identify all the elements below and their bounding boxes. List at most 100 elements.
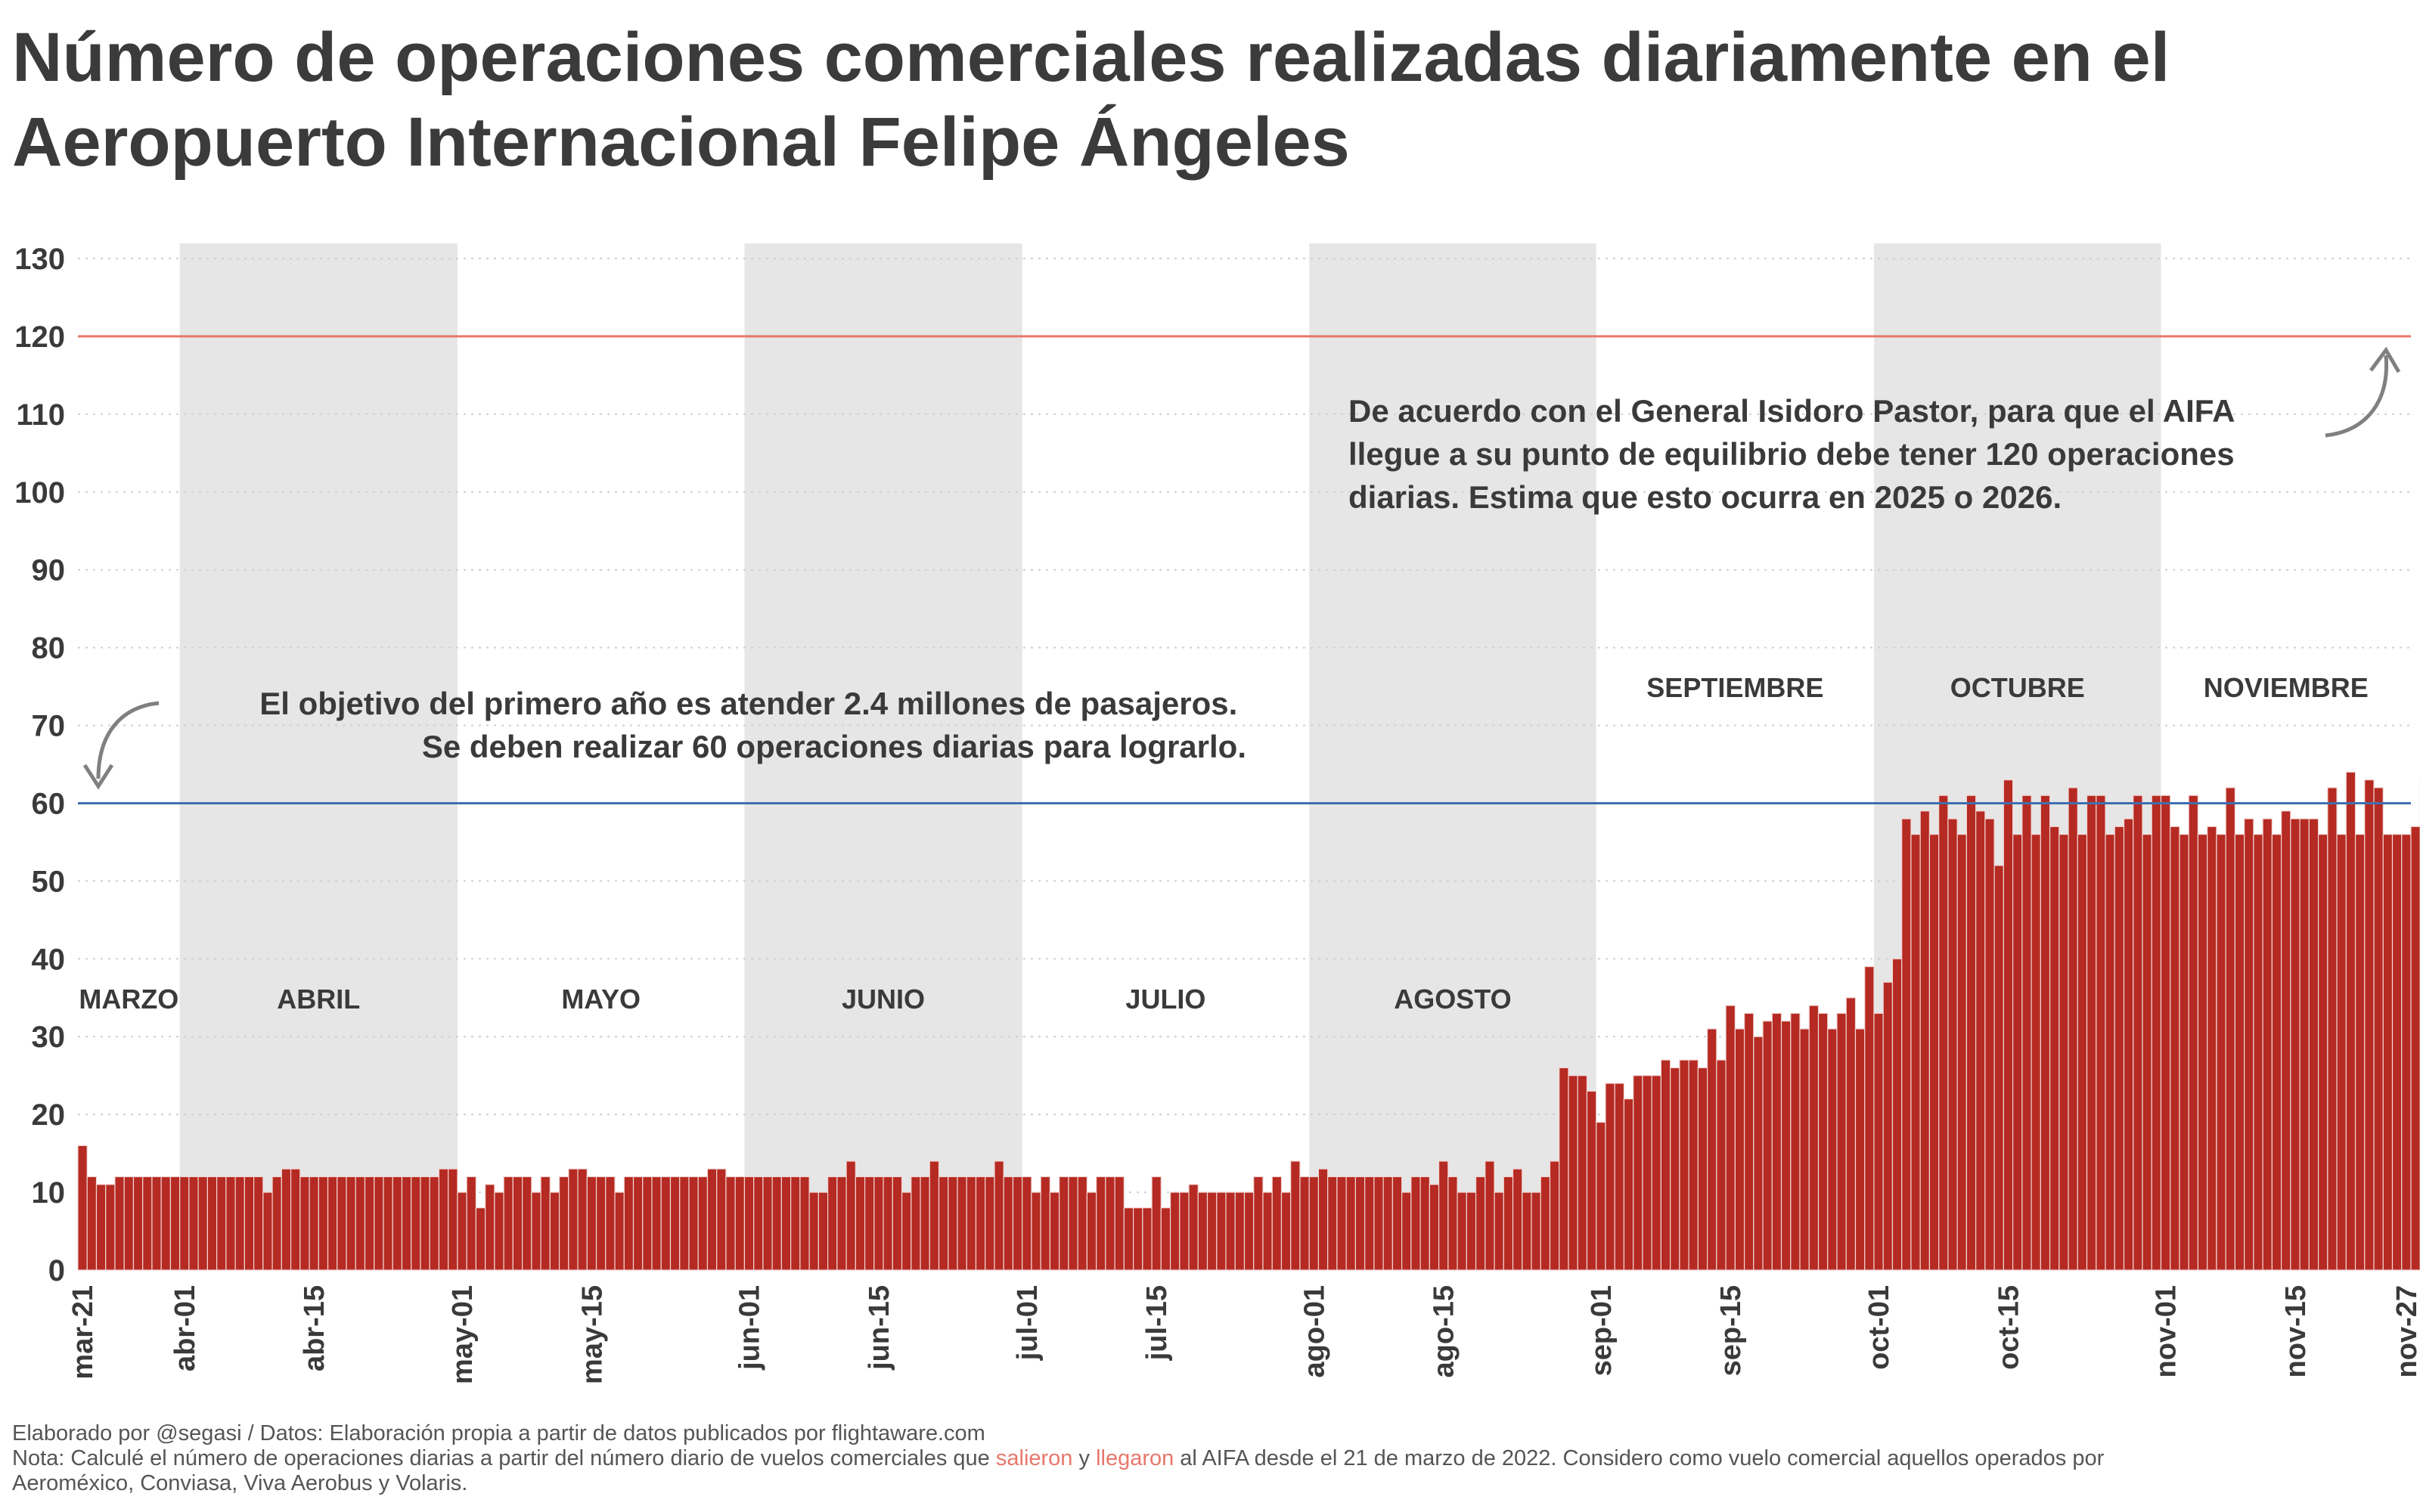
bar-day-13 (188, 1176, 199, 1271)
x-axis: mar-21 abr-01 abr-15 may-01 may-15 jun-01 jun-… (67, 1285, 2420, 1384)
bar-day-35 (392, 1176, 403, 1271)
y-tick-label-80: 80 (32, 632, 66, 665)
bar-day-74 (753, 1176, 764, 1271)
bar-day-101 (1003, 1176, 1014, 1271)
x-tick-label-nov-27: nov-27 (2391, 1285, 2420, 1377)
month-label-junio: JUNIO (842, 984, 925, 1015)
annotation-120: De acuerdo con el General Isidoro Pastor… (1348, 346, 2401, 515)
reference-lines (78, 335, 2411, 804)
bar-day-62 (642, 1176, 653, 1271)
bar-day-65 (669, 1176, 681, 1271)
bar-day-118 (1160, 1207, 1171, 1271)
bar-day-105 (1040, 1176, 1051, 1271)
bar-day-246 (2345, 771, 2356, 1271)
bar-day-59 (614, 1191, 625, 1271)
bar-day-234 (2234, 834, 2245, 1271)
bar-day-220 (2105, 834, 2115, 1271)
bar-day-223 (2133, 795, 2143, 1271)
month-shade-abril (179, 243, 458, 1270)
footer-note-text-3: al AIFA desde el 21 de marzo de 2022. Co… (1174, 1446, 2105, 1470)
bar-day-182 (1753, 1036, 1764, 1271)
bar-day-134 (1308, 1176, 1320, 1271)
bar-day-99 (985, 1176, 995, 1271)
bar-day-53 (558, 1176, 569, 1271)
bar-day-167 (1614, 1083, 1625, 1271)
bar-day-98 (975, 1176, 986, 1271)
bar-day-156 (1512, 1168, 1523, 1271)
bar-day-89 (892, 1176, 903, 1271)
bar-day-94 (938, 1176, 949, 1271)
footer-credit: Elaborado por @segasi / Datos: Elaboraci… (12, 1421, 985, 1445)
bar-day-19 (244, 1176, 255, 1271)
bar-day-109 (1077, 1176, 1087, 1271)
bar-day-27 (318, 1176, 329, 1271)
bar-day-40 (438, 1168, 449, 1271)
bar-day-178 (1716, 1059, 1727, 1271)
bar-day-243 (2317, 834, 2328, 1271)
month-shading (179, 243, 2161, 1270)
bar-day-92 (920, 1176, 930, 1271)
bar-day-75 (762, 1176, 773, 1271)
bar-day-180 (1734, 1028, 1745, 1271)
bar-day-175 (1688, 1059, 1699, 1271)
footer-note-text-2: y (1072, 1446, 1097, 1470)
chart-title: Número de operaciones comerciales realiz… (12, 15, 2402, 184)
y-tick-label-90: 90 (32, 554, 66, 587)
bar-day-160 (1549, 1160, 1560, 1271)
bar-day-47 (503, 1176, 513, 1271)
annotation-120-line-3: diarias. Estima que esto ocurra en 2025 … (1348, 479, 2062, 515)
bar-day-113 (1114, 1176, 1125, 1271)
bar-day-138 (1345, 1176, 1357, 1271)
bar-day-129 (1262, 1191, 1273, 1271)
bar-day-4 (105, 1184, 116, 1271)
bar-day-100 (994, 1160, 1004, 1271)
bar-day-78 (790, 1176, 801, 1271)
bar-day-158 (1531, 1191, 1541, 1271)
y-tick-label-130: 130 (14, 243, 65, 276)
bar-day-91 (911, 1176, 921, 1271)
bar-day-201 (1928, 834, 1940, 1271)
bar-day-8 (142, 1176, 153, 1271)
bar-day-21 (262, 1191, 273, 1271)
bar-day-68 (697, 1176, 709, 1271)
bar-day-87 (873, 1176, 884, 1271)
svg-text:El objetivo del primero año es: El objetivo del primero año es atender 2… (259, 686, 1246, 764)
bar-day-114 (1123, 1207, 1134, 1271)
bar-day-77 (780, 1176, 792, 1271)
y-tick-label-40: 40 (32, 943, 66, 976)
bar-day-211 (2021, 795, 2032, 1271)
bar-day-235 (2244, 818, 2254, 1271)
x-tick-label-ago-01: ago-01 (1298, 1285, 1330, 1377)
bar-day-56 (586, 1176, 597, 1271)
bar-day-208 (1993, 865, 2004, 1271)
x-tick-label-jun-15: jun-15 (864, 1285, 895, 1371)
bar-day-148 (1438, 1160, 1449, 1271)
bar-day-106 (1049, 1191, 1060, 1271)
bar-day-226 (2160, 795, 2171, 1271)
month-labels: MARZO ABRIL MAYO JUNIO JULIO AGOSTO SEPTIEMBRE… (79, 672, 2368, 1015)
month-label-agosto: AGOSTO (1394, 984, 1511, 1015)
bar-day-140 (1364, 1176, 1375, 1271)
footer-note-line-2: Aeroméxico, Conviasa, Viva Aerobus y Vol… (12, 1471, 468, 1495)
bar-day-29 (337, 1176, 347, 1271)
bar-day-79 (799, 1176, 810, 1271)
bar-day-163 (1577, 1075, 1588, 1271)
bar-day-142 (1382, 1176, 1393, 1271)
month-label-octubre: OCTUBRE (1950, 672, 2085, 703)
bar-day-119 (1169, 1191, 1181, 1271)
bar-day-7 (132, 1176, 144, 1271)
bar-day-50 (531, 1191, 541, 1271)
bar-day-64 (660, 1176, 672, 1271)
bar-day-49 (522, 1176, 532, 1271)
bar-day-57 (595, 1176, 607, 1271)
bar-day-219 (2096, 795, 2106, 1271)
bar-day-245 (2336, 834, 2347, 1271)
bar-day-253 (2410, 826, 2420, 1271)
bar-day-162 (1568, 1075, 1578, 1271)
annotation-120-line-1: De acuerdo con el General Isidoro Pastor… (1348, 393, 2235, 429)
bar-day-197 (1891, 958, 1903, 1271)
x-tick-label-ago-15: ago-15 (1429, 1285, 1460, 1377)
bar-day-2 (86, 1176, 98, 1271)
annotation-60: El objetivo del primero año es atender 2… (82, 686, 1246, 790)
month-label-mayo: MAYO (561, 984, 641, 1015)
